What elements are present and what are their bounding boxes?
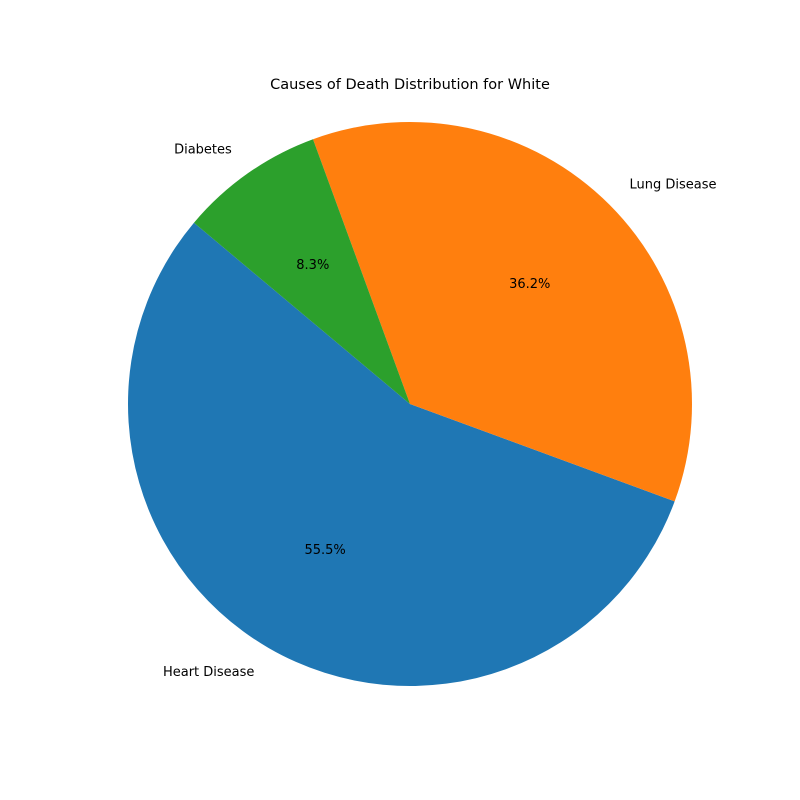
slice-percent-label: 36.2% [509, 277, 550, 292]
chart-title: Causes of Death Distribution for White [270, 77, 550, 93]
pie-slice-diabetes [193, 139, 410, 404]
slice-label: Diabetes [174, 143, 232, 158]
pie-slices [127, 122, 692, 687]
pie-slice-lung-disease [312, 122, 692, 502]
slice-percent-label: 8.3% [296, 258, 329, 273]
slice-label: Heart Disease [163, 665, 254, 680]
slice-label: Lung Disease [629, 177, 716, 192]
slice-percent-label: 55.5% [304, 543, 345, 558]
pie-labels: Heart Disease 55.5% Lung Disease 36.2% Diabe… [163, 143, 717, 680]
pie-slice-heart-disease [127, 222, 675, 687]
